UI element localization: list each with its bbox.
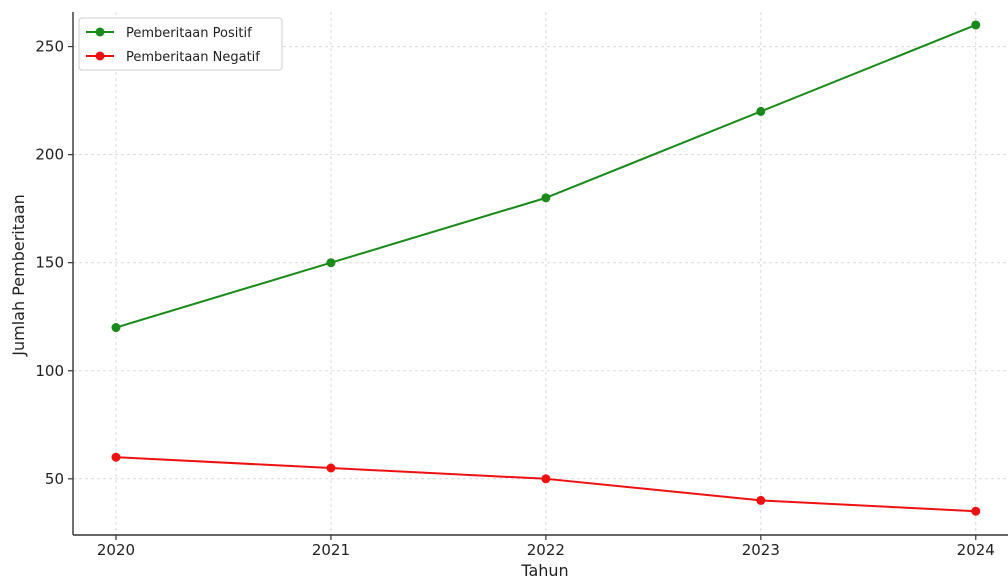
y-tick-label: 50 <box>45 470 64 488</box>
data-point <box>971 506 981 516</box>
data-point <box>111 452 121 462</box>
x-tick-label: 2021 <box>312 541 350 559</box>
axes <box>72 12 1008 536</box>
data-point <box>541 474 551 484</box>
y-tick-label: 250 <box>35 38 64 56</box>
legend: Pemberitaan Positif Pemberitaan Negatif <box>78 17 283 71</box>
legend-marker <box>95 27 105 37</box>
data-point <box>756 495 766 505</box>
x-tick-label: 2024 <box>957 541 995 559</box>
legend-box <box>78 17 283 71</box>
data-point <box>541 193 551 203</box>
data-point <box>326 258 336 268</box>
data-point <box>971 20 981 30</box>
series-layer <box>111 20 981 516</box>
series-1 <box>111 20 981 333</box>
legend-marker <box>95 51 105 61</box>
grid-lines <box>73 12 1008 535</box>
series-2 <box>111 452 981 516</box>
x-axis-title: Tahun <box>520 561 568 579</box>
series-line <box>115 456 976 513</box>
y-ticks: 50 100 150 200 250 <box>35 38 73 488</box>
legend-label: Pemberitaan Positif <box>126 26 252 41</box>
x-tick-label: 2020 <box>97 541 135 559</box>
y-tick-label: 100 <box>35 362 64 380</box>
x-tick-label: 2022 <box>527 541 565 559</box>
x-tick-label: 2023 <box>742 541 780 559</box>
y-tick-label: 200 <box>35 146 64 164</box>
legend-items: Pemberitaan Positif Pemberitaan Negatif <box>86 26 260 65</box>
y-axis-title: Jumlah Pemberitaan <box>9 194 28 356</box>
data-point <box>756 106 766 116</box>
x-ticks: 2020 2021 2022 2023 2024 <box>97 535 995 559</box>
data-point <box>111 323 121 333</box>
legend-label: Pemberitaan Negatif <box>126 50 260 65</box>
data-point <box>326 463 336 473</box>
y-tick-label: 150 <box>35 254 64 272</box>
